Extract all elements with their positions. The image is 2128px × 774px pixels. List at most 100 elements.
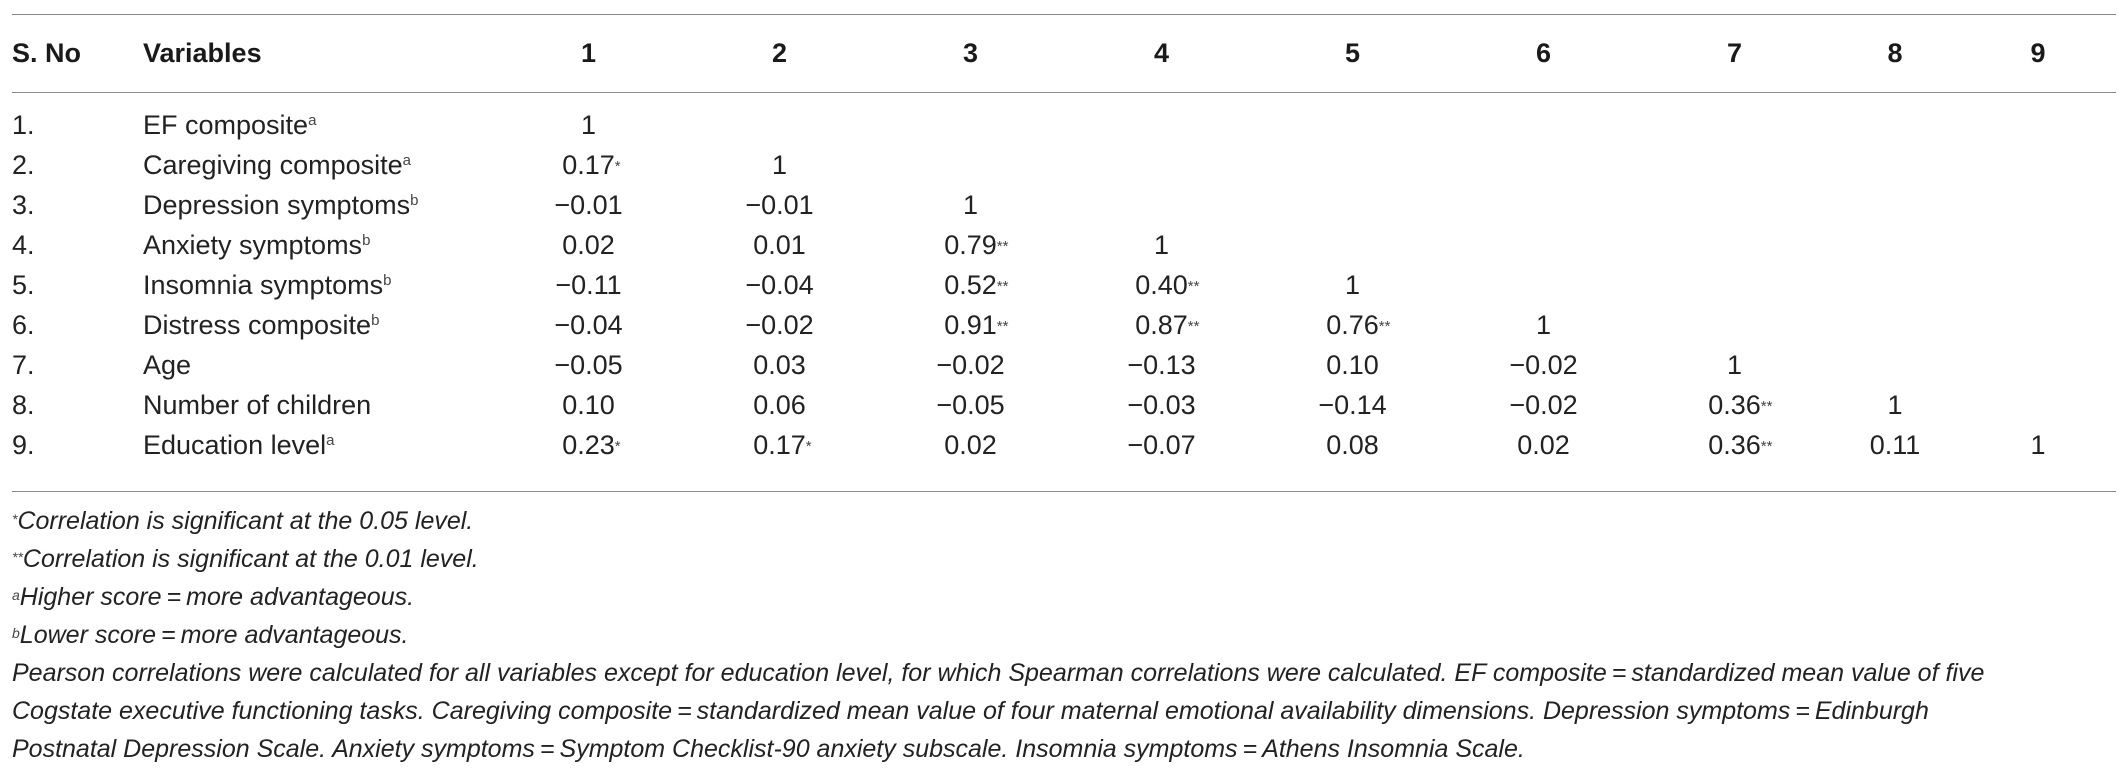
row-number: 9. xyxy=(12,430,35,460)
correlation-value: 0.40 xyxy=(1135,270,1188,300)
correlation-cell: 0.36 ** xyxy=(1639,385,1830,425)
variable-footnote-mark: a xyxy=(402,152,411,169)
variable-label: Anxiety symptoms xyxy=(143,230,363,260)
variable-name: Age xyxy=(143,345,493,385)
significance-mark: * xyxy=(614,158,621,175)
correlation-cell xyxy=(1830,105,1960,145)
correlation-value: 0.03 xyxy=(753,350,806,380)
correlation-value: −0.05 xyxy=(554,350,623,380)
row-number: 2. xyxy=(12,150,35,180)
variable-footnote-mark: b xyxy=(362,232,371,249)
correlation-cell xyxy=(1639,305,1830,345)
correlation-cell xyxy=(1448,225,1639,265)
correlation-cell: 0.17 * xyxy=(493,145,684,185)
significance-mark: ** xyxy=(996,238,1009,255)
footnote-higher-score: aHigher score = more advantageous. xyxy=(12,583,415,611)
correlation-value: 1 xyxy=(962,190,979,220)
correlation-value: 0.76 xyxy=(1326,310,1379,340)
correlation-cell xyxy=(1830,305,1960,345)
correlation-cell xyxy=(875,105,1066,145)
table-footnotes: *Correlation is significant at the 0.05 … xyxy=(12,502,2116,768)
correlation-value: 0.02 xyxy=(562,230,615,260)
correlation-cell xyxy=(1066,105,1257,145)
correlation-cell xyxy=(875,145,1066,185)
correlation-cell: 0.40 ** xyxy=(1066,265,1257,305)
correlation-value: 0.17 xyxy=(753,430,806,460)
footnote-significance-05: *Correlation is significant at the 0.05 … xyxy=(12,507,474,535)
correlation-cell: 0.11 xyxy=(1830,425,1960,465)
correlation-value: −0.02 xyxy=(1509,350,1578,380)
correlation-value: −0.02 xyxy=(745,310,814,340)
correlation-cell xyxy=(1448,185,1639,225)
correlation-value: −0.02 xyxy=(936,350,1005,380)
correlation-cell: 0.06 xyxy=(684,385,875,425)
correlation-cell xyxy=(1960,185,2116,225)
table-row: 5. Insomnia symptomsb −0.11 −0.04 0.52 ** 0.40… xyxy=(12,265,2116,305)
correlation-cell: 0.52 ** xyxy=(875,265,1066,305)
correlation-cell xyxy=(1448,265,1639,305)
correlation-cell: 0.10 xyxy=(1257,345,1448,385)
table-row: 8. Number of children 0.10 0.06 −0.05 −0.03 −0… xyxy=(12,385,2116,425)
significance-mark: * xyxy=(805,438,812,455)
significance-mark: * xyxy=(614,438,621,455)
correlation-cell: 1 xyxy=(1066,225,1257,265)
correlation-value: 1 xyxy=(580,110,597,140)
correlation-cell xyxy=(1066,145,1257,185)
correlation-cell: 1 xyxy=(875,185,1066,225)
variable-name: Caregiving compositea xyxy=(143,145,493,185)
correlation-cell: 1 xyxy=(493,105,684,145)
correlation-cell: −0.01 xyxy=(493,185,684,225)
variable-name: Anxiety symptomsb xyxy=(143,225,493,265)
correlation-value: 0.17 xyxy=(562,150,615,180)
correlation-cell: 0.02 xyxy=(1448,425,1639,465)
correlation-value: −0.01 xyxy=(745,190,814,220)
table-row: 9. Education levela 0.23 * 0.17 * 0.02 −0.07 0.0… xyxy=(12,425,2116,465)
correlation-value: 0.87 xyxy=(1135,310,1188,340)
correlation-cell xyxy=(1960,385,2116,425)
correlation-value: 0.91 xyxy=(944,310,997,340)
row-number: 4. xyxy=(12,230,35,260)
significance-mark: ** xyxy=(996,318,1009,335)
correlation-cell xyxy=(684,105,875,145)
row-number: 5. xyxy=(12,270,35,300)
correlation-cell: 1 xyxy=(1830,385,1960,425)
correlation-cell xyxy=(1448,105,1639,145)
table-body: 1. EF compositea 1 2. Caregiving compositea 0… xyxy=(12,92,2116,465)
footnote-methods-line-1: Pearson correlations were calculated for… xyxy=(12,659,1985,687)
significance-mark: ** xyxy=(996,278,1009,295)
significance-mark: ** xyxy=(1187,318,1200,335)
variable-footnote-mark: a xyxy=(308,112,317,129)
correlation-cell xyxy=(1448,145,1639,185)
variable-name: EF compositea xyxy=(143,105,493,145)
correlation-value: 1 xyxy=(1535,310,1552,340)
correlation-cell xyxy=(1960,105,2116,145)
correlation-value: 1 xyxy=(1887,390,1903,420)
correlation-cell: −0.04 xyxy=(684,265,875,305)
table-spacer-row xyxy=(12,92,2116,105)
significance-mark: ** xyxy=(1378,318,1391,335)
column-header: 7 xyxy=(1726,38,1743,68)
table-row: 6. Distress compositeb −0.04 −0.02 0.91 ** 0.8… xyxy=(12,305,2116,345)
correlation-cell: −0.01 xyxy=(684,185,875,225)
column-header: 6 xyxy=(1535,38,1552,68)
correlation-value: −0.02 xyxy=(1509,390,1578,420)
correlation-cell xyxy=(1639,145,1830,185)
column-header: 5 xyxy=(1344,38,1361,68)
correlation-cell xyxy=(1639,225,1830,265)
correlation-cell: 0.23 * xyxy=(493,425,684,465)
table-top-rule xyxy=(12,14,2116,15)
correlation-cell xyxy=(1960,305,2116,345)
table-bottom-rule xyxy=(12,491,2116,492)
table-row: 2. Caregiving compositea 0.17 * 1 xyxy=(12,145,2116,185)
correlation-value: 0.08 xyxy=(1326,430,1379,460)
correlation-cell: −0.07 xyxy=(1066,425,1257,465)
correlation-cell: 0.76 ** xyxy=(1257,305,1448,345)
correlation-cell xyxy=(1960,225,2116,265)
variable-label: Number of children xyxy=(143,390,372,420)
correlation-cell: −0.05 xyxy=(875,385,1066,425)
correlation-cell xyxy=(1639,265,1830,305)
correlation-cell: 0.08 xyxy=(1257,425,1448,465)
correlation-cell: −0.11 xyxy=(493,265,684,305)
correlation-cell xyxy=(1960,265,2116,305)
variable-name: Education levela xyxy=(143,425,493,465)
